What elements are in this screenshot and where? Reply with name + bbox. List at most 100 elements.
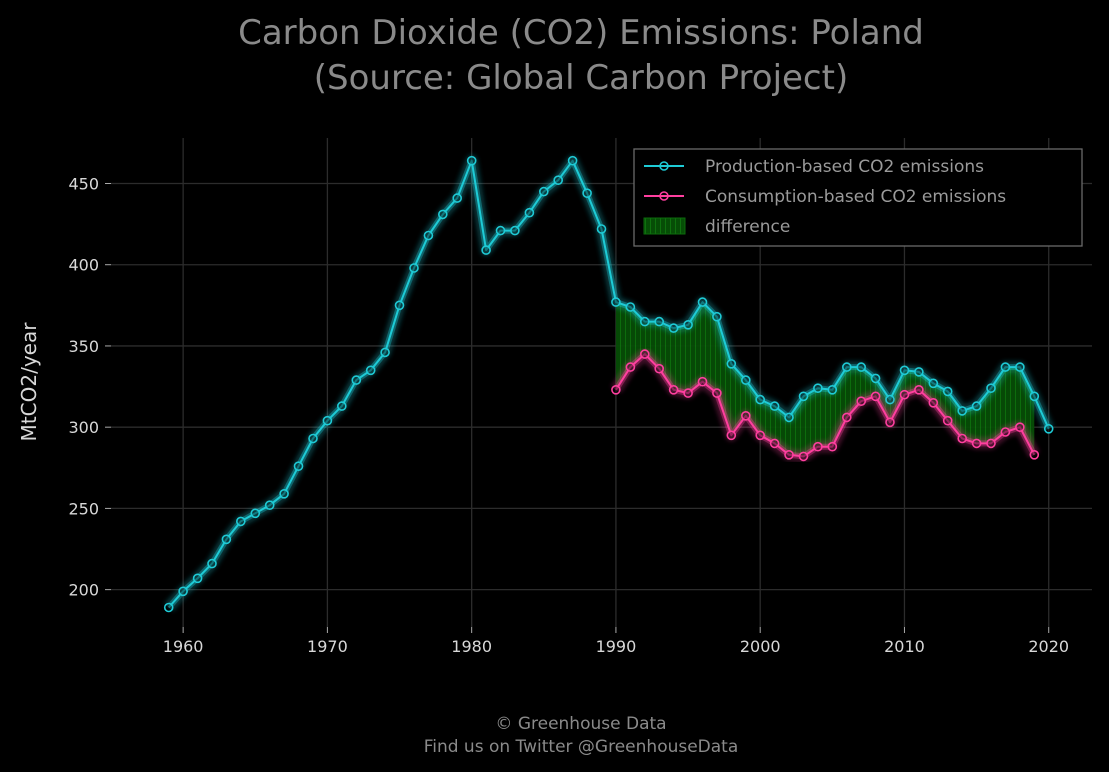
series-1-point-1999	[740, 410, 751, 421]
series-1-point-2016	[986, 438, 996, 449]
x-axis-ticks: 1960 1970 1980 1990 2000 2010 2020	[163, 627, 1069, 656]
series-1-point-2005	[827, 441, 838, 452]
series-1-point-2019	[1029, 449, 1040, 460]
series-1	[610, 348, 1040, 463]
x-tick-label-2000: 2000	[740, 637, 781, 656]
series-1-point-1994	[668, 384, 679, 395]
series-1-point-2001	[769, 438, 780, 449]
series-0-point-2003	[798, 391, 809, 402]
series-1-point-2006	[841, 412, 852, 423]
series-0-point-1962	[207, 558, 217, 569]
series-1-point-1996	[697, 376, 708, 387]
series-0-point-2004	[813, 383, 823, 394]
series-0-point-1972	[351, 375, 362, 385]
x-tick-label-2020: 2020	[1028, 637, 1069, 656]
series-1-point-2010	[899, 389, 910, 400]
series-1-point-2012	[928, 397, 939, 408]
y-tick-label-350: 350	[68, 337, 99, 356]
series-0-point-2000	[755, 394, 766, 405]
y-tick-label-400: 400	[68, 256, 99, 275]
series-1-point-1993	[654, 363, 665, 374]
y-tick-label-200: 200	[68, 581, 99, 600]
series-0-point-2014	[957, 406, 968, 416]
series-1-point-2004	[813, 441, 823, 452]
chart-title-line1: Carbon Dioxide (CO2) Emissions: Poland	[238, 13, 924, 53]
series-0-point-1969	[308, 433, 318, 444]
series-0-point-1978	[437, 209, 448, 220]
series-1-point-2015	[971, 438, 982, 449]
series-0-point-1971	[336, 401, 347, 411]
x-tick-label-1960: 1960	[163, 637, 204, 656]
series-1-point-1992	[639, 349, 650, 359]
series-0-point-2019	[1029, 391, 1040, 402]
series-0-point-1991	[625, 302, 636, 312]
series-1-point-2000	[755, 430, 766, 441]
series-0-point-1979	[452, 193, 463, 203]
series-1-point-1990	[611, 384, 621, 395]
series-0-point-1986	[553, 175, 564, 185]
series-0-point-1983	[510, 225, 520, 236]
series-0-point-1977	[423, 230, 434, 241]
series-1-point-1991	[625, 362, 636, 372]
series-0-point-1975	[394, 300, 405, 311]
series-0-point-1965	[250, 508, 261, 519]
series-0-point-1987	[567, 155, 578, 166]
series-1-point-2002	[784, 449, 794, 460]
legend-production-label: Production-based CO2 emissions	[705, 157, 984, 177]
series-0-point-1970	[322, 415, 333, 426]
series-0-point-1985	[538, 186, 549, 197]
series-0-point-1992	[639, 316, 650, 327]
series-0-point-2018	[1015, 362, 1025, 372]
series-0-point-2020	[1043, 423, 1054, 434]
series-0-point-1960	[178, 586, 188, 597]
series-layer	[163, 154, 1055, 613]
series-0-point-2011	[914, 367, 924, 377]
series-0-point-2007	[856, 362, 867, 372]
y-axis-label: MtCO2/year	[17, 322, 41, 442]
legend: Production-based CO2 emissions Consumpti…	[633, 148, 1083, 247]
series-0-point-2009	[885, 394, 895, 405]
y-tick-label-250: 250	[68, 499, 99, 518]
x-tick-label-1970: 1970	[307, 637, 348, 656]
series-0-point-1982	[495, 225, 506, 236]
series-1-point-2009	[885, 417, 895, 428]
series-0-point-1981	[481, 245, 491, 255]
series-0-point-1959	[163, 602, 174, 613]
y-tick-label-300: 300	[68, 418, 99, 437]
chart-title-line2: (Source: Global Carbon Project)	[314, 58, 848, 98]
series-0-point-1966	[264, 500, 275, 511]
legend-difference-label: difference	[705, 217, 790, 237]
x-tick-label-2010: 2010	[884, 637, 925, 656]
series-0-point-2013	[942, 386, 953, 397]
series-0-point-1968	[293, 461, 304, 472]
series-0-point-1976	[409, 263, 419, 273]
series-0-point-2016	[986, 383, 996, 394]
series-0	[163, 154, 1055, 613]
series-1-point-2014	[957, 433, 968, 444]
series-0-point-1989	[596, 224, 607, 234]
series-0-point-2006	[841, 362, 852, 372]
series-0-point-1974	[380, 347, 390, 358]
series-1-point-2008	[870, 391, 881, 402]
series-0-point-1999	[740, 375, 751, 385]
series-0-point-1988	[582, 188, 592, 198]
series-1-point-2017	[1000, 427, 1011, 437]
legend-production-marker	[659, 161, 669, 171]
series-0-point-1963	[221, 534, 232, 545]
series-0-point-2001	[769, 401, 780, 411]
series-0-point-1967	[279, 488, 289, 499]
y-tick-label-450: 450	[68, 174, 99, 193]
series-1-point-2013	[942, 415, 953, 426]
x-tick-label-1980: 1980	[451, 637, 492, 656]
legend-consumption-label: Consumption-based CO2 emissions	[705, 187, 1006, 207]
series-1-point-2011	[914, 384, 924, 395]
series-1-point-1997	[712, 388, 722, 398]
legend-consumption-marker	[659, 191, 669, 201]
legend-difference-swatch	[643, 217, 686, 235]
series-0-point-1996	[697, 297, 708, 307]
series-0-point-2015	[971, 401, 982, 411]
series-1-point-1998	[726, 430, 737, 441]
footer-copyright: © Greenhouse Data	[495, 714, 666, 734]
series-0-point-2008	[870, 373, 881, 384]
